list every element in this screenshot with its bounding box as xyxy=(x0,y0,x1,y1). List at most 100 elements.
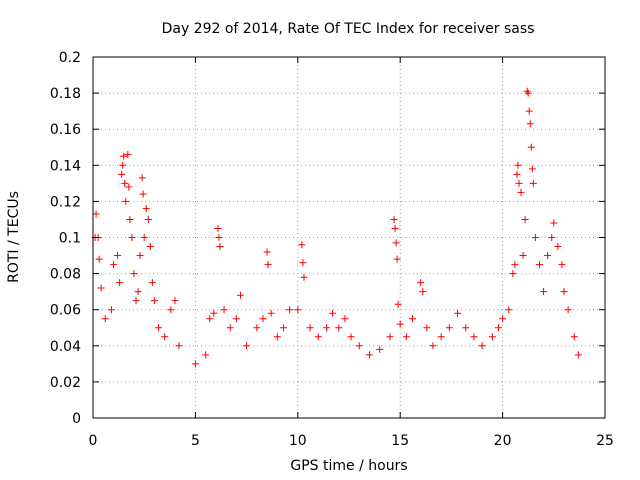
data-point xyxy=(393,255,401,263)
data-point xyxy=(509,270,517,278)
data-point xyxy=(558,261,566,269)
y-tick-label: 0.08 xyxy=(50,267,81,283)
data-point xyxy=(306,324,314,332)
y-tick-label: 0.06 xyxy=(50,303,81,319)
y-tick-label: 0 xyxy=(72,411,81,427)
data-point xyxy=(550,219,558,227)
data-point xyxy=(478,342,486,350)
x-tick-label: 25 xyxy=(596,433,614,449)
data-point xyxy=(548,234,556,241)
data-point xyxy=(146,243,154,251)
data-point xyxy=(142,205,150,213)
y-axis-label: ROTI / TECUs xyxy=(6,191,22,283)
data-point xyxy=(540,288,548,296)
data-point xyxy=(392,239,400,247)
data-point xyxy=(132,297,140,305)
data-point xyxy=(419,288,427,296)
grid-lines xyxy=(93,57,605,418)
data-point xyxy=(527,143,535,151)
x-tick-label: 10 xyxy=(289,433,307,449)
data-point xyxy=(136,252,144,260)
data-point xyxy=(263,248,271,256)
data-point xyxy=(495,324,503,332)
data-point xyxy=(167,306,175,314)
data-point xyxy=(402,333,410,341)
data-point xyxy=(505,306,513,314)
data-point xyxy=(514,161,522,169)
data-point xyxy=(215,234,223,241)
data-point xyxy=(347,333,355,341)
data-point xyxy=(376,345,384,353)
data-point xyxy=(529,179,537,187)
data-point xyxy=(294,306,302,314)
data-point xyxy=(138,174,146,182)
data-point xyxy=(236,291,244,299)
data-point xyxy=(130,270,138,278)
data-point xyxy=(298,241,306,249)
data-point xyxy=(109,261,117,269)
data-point xyxy=(525,107,533,115)
data-point xyxy=(390,215,398,223)
data-point xyxy=(560,288,568,296)
data-point xyxy=(232,315,240,323)
data-point xyxy=(101,315,109,323)
data-point xyxy=(161,333,169,341)
data-point xyxy=(470,333,478,341)
data-point xyxy=(121,179,129,187)
data-point xyxy=(386,333,394,341)
data-point xyxy=(107,306,115,314)
data-point xyxy=(128,234,136,241)
y-tick-label: 0.14 xyxy=(50,158,81,174)
data-point xyxy=(243,342,251,350)
data-point xyxy=(531,234,539,241)
data-point xyxy=(417,279,425,287)
data-point xyxy=(554,243,562,251)
data-point xyxy=(524,89,532,97)
data-point xyxy=(120,152,128,160)
data-point xyxy=(216,243,224,251)
data-point xyxy=(322,324,330,332)
data-point xyxy=(335,324,343,332)
data-point xyxy=(97,284,105,292)
data-point xyxy=(114,252,122,260)
data-point xyxy=(175,342,183,350)
data-point xyxy=(126,215,134,223)
data-point xyxy=(300,273,308,281)
data-point xyxy=(139,190,147,198)
data-point xyxy=(299,259,307,267)
x-tick-label: 5 xyxy=(191,433,200,449)
data-point xyxy=(226,324,234,332)
data-point xyxy=(118,170,126,178)
axis-ticks xyxy=(92,56,606,419)
data-point xyxy=(355,342,363,350)
data-point xyxy=(365,351,373,359)
data-point xyxy=(144,215,152,223)
data-point xyxy=(574,351,582,359)
data-point xyxy=(171,297,179,305)
data-point xyxy=(155,324,163,332)
data-point xyxy=(267,309,275,317)
data-point xyxy=(517,188,525,196)
data-point xyxy=(202,351,210,359)
data-point xyxy=(499,315,507,323)
data-point xyxy=(394,300,402,308)
y-tick-label: 0.02 xyxy=(50,375,81,391)
data-point xyxy=(264,261,272,269)
x-tick-label: 20 xyxy=(494,433,512,449)
x-tick-label: 0 xyxy=(89,433,98,449)
data-point xyxy=(279,324,287,332)
data-point xyxy=(150,297,158,305)
data-point xyxy=(95,255,103,263)
data-point xyxy=(259,315,267,323)
data-point xyxy=(570,333,578,341)
data-point xyxy=(437,333,445,341)
data-point xyxy=(314,333,322,341)
data-point xyxy=(206,315,214,323)
x-axis-label: GPS time / hours xyxy=(290,458,407,474)
data-point xyxy=(124,150,132,158)
data-point xyxy=(220,306,228,314)
data-point xyxy=(125,183,133,191)
y-tick-label: 0.1 xyxy=(59,231,81,247)
data-point xyxy=(210,309,218,317)
